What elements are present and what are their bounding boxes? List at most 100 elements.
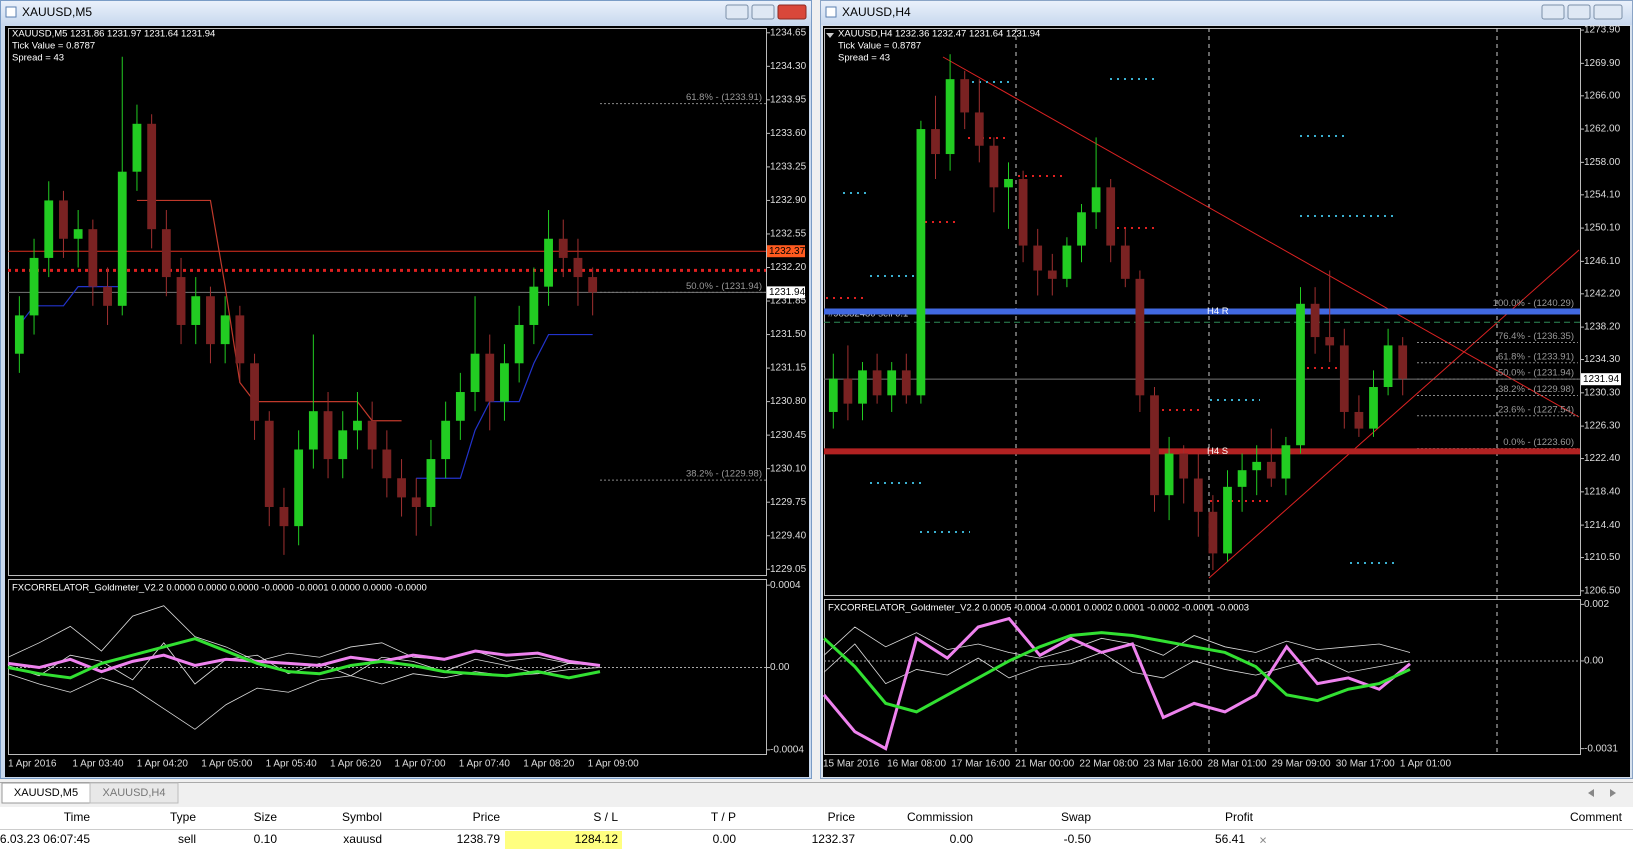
candle-body [1325,337,1335,346]
time-label: 28 Mar 01:00 [1208,759,1267,770]
candle-body [1047,270,1057,279]
indicator-tick-label: -0.0031 [1584,743,1618,754]
column-header: Commission [907,810,973,824]
close-button[interactable] [1593,4,1623,20]
maximize-button[interactable] [751,4,775,20]
candle-body [1033,245,1043,271]
candle-body [1062,245,1072,279]
column-header: Price [828,810,856,824]
y-tick-label: 1229.75 [770,497,807,508]
candle-body [1077,212,1086,246]
candle-body [1120,245,1130,279]
y-tick-label: 1231.15 [770,363,807,374]
trend-line [1208,249,1580,579]
candle-body [470,353,480,393]
candle-body [989,145,999,188]
indicator-tick-label: 0.00 [770,662,790,673]
chart-canvas[interactable] [823,26,1630,777]
candle-body [132,123,142,172]
minimize-button[interactable] [1541,4,1565,20]
close-button[interactable] [777,4,807,20]
minimize-button[interactable] [725,4,749,20]
plot-border [8,28,767,576]
candle-body [147,123,157,230]
fib-label: 61.8% - (1233.91) [686,92,762,103]
table-cell: 0.00 [950,832,974,846]
time-label: 1 Apr 06:20 [330,759,382,770]
candle-body [1150,395,1159,496]
scroll-left[interactable] [1588,789,1594,797]
candle-body [945,79,955,155]
y-tick-label: 1238.20 [1584,322,1621,333]
y-tick-label: 1234.30 [1584,354,1621,365]
fib-label: 38.2% - (1229.98) [1498,384,1574,395]
indicator-line [823,643,1411,685]
y-tick-label: 1230.80 [770,396,807,407]
candle-body [338,430,348,460]
time-label: 1 Apr 07:40 [459,759,511,770]
indicator-tick-label: 0.002 [1584,599,1609,610]
collapse-arrow[interactable] [826,33,834,38]
candle-body [558,238,568,258]
time-label: 16 Mar 08:00 [887,759,946,770]
tab[interactable] [89,782,179,804]
y-tick-label: 1231.50 [770,329,807,340]
chart-info: Spread = 43 [12,53,64,64]
column-header: Swap [1061,810,1091,824]
time-label: 29 Mar 09:00 [1272,759,1331,770]
candle-body [117,171,127,306]
chart-info: XAUUSD,H4 1232.36 1232.47 1231.64 1231.9… [838,29,1040,40]
close-order-button[interactable]: × [1259,832,1267,847]
y-tick-label: 1222.40 [1584,453,1621,464]
chart-window: XAUUSD,H4 100.0% - (1240.29) 76.4% - (1236… [822,5,1621,770]
window-title: XAUUSD,M5 [22,5,92,19]
time-label: 22 Mar 08:00 [1079,759,1138,770]
fib-label: 38.2% - (1229.98) [686,469,762,480]
table-cell: 1284.12 [575,832,619,846]
title-bar[interactable] [1,1,811,25]
table-row-bg[interactable] [0,830,1633,849]
chart-info: Tick Value = 0.8787 [12,41,95,52]
indicator-title: FXCORRELATOR_Goldmeter_V2.2 0.0000 0.000… [12,583,427,594]
time-label: 23 Mar 16:00 [1144,759,1203,770]
candle-body [485,353,495,402]
plot-area: 61.8% - (1233.91) 50.0% - (1231.94) 38.2% … [8,56,766,555]
indicator-tick-label: -0.0004 [770,745,804,756]
y-tick-label: 1232.90 [770,195,807,206]
y-tick-label: 1254.10 [1584,189,1621,200]
y-tick-label: 1233.25 [770,162,807,173]
candle-body [191,296,201,325]
scroll-right[interactable] [1610,789,1616,797]
chart-decorations [826,28,1580,754]
indicator-tick-label: 0.0004 [770,580,801,591]
candle-body [1091,187,1101,213]
table-cell: sell [178,832,196,846]
title-bar[interactable] [821,1,1632,25]
candle-body [103,286,112,306]
y-tick-label: 1233.60 [770,128,807,139]
candle-body [1179,453,1189,479]
chart-info: Spread = 43 [838,53,890,64]
candle-body [235,315,245,364]
candle-body [1018,179,1028,246]
candle-body [14,315,24,354]
time-label: 1 Apr 2016 [8,759,57,770]
y-tick-label: 1246.10 [1584,256,1621,267]
column-header: Size [254,810,278,824]
line-label: H4 S [1207,446,1228,457]
candle-body [1004,179,1013,188]
fib-label: 50.0% - (1231.94) [1498,368,1574,379]
y-tick-label: 1230.30 [1584,387,1621,398]
y-tick-label: 1266.00 [1584,90,1621,101]
candle-body [1208,511,1218,554]
y-tick-label: 1262.00 [1584,124,1621,135]
y-tick-label: 1234.30 [770,61,807,72]
candle-body [73,229,83,239]
sl-highlight [505,831,622,849]
maximize-button[interactable] [1567,4,1591,20]
candle-body [397,478,406,498]
table-cell: 1232.37 [812,832,856,846]
y-tick-label: 1231.85 [770,296,807,307]
time-label: 21 Mar 00:00 [1015,759,1074,770]
